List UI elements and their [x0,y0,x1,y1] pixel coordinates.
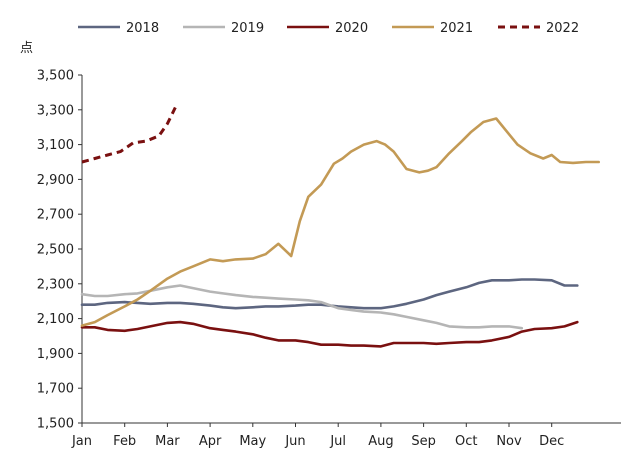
axes: 1,500 1,700 1,900 2,100 2,300 2,500 2,700 2,900… [37,69,621,449]
x-tick-label: Oct [455,434,477,449]
x-tick-label: Aug [368,434,393,449]
legend-label-2022: 2022 [546,21,579,36]
x-tick-label: Feb [113,434,136,449]
legend-label-2020: 2020 [335,21,368,36]
y-tick-label: 2,100 [37,312,74,327]
y-tick-label: 1,900 [37,347,74,362]
legend: 2018 2019 2020 2021 2022 [78,21,579,36]
x-tick-label: Jul [329,434,346,449]
x-tick-label: Jun [284,434,305,449]
y-tick-label: 3,500 [37,69,74,84]
y-axis-unit-label: 点 [20,41,33,56]
y-tick-label: 3,100 [37,138,74,153]
y-tick-label: 3,300 [37,103,74,118]
x-tick-label: Nov [496,434,522,449]
series-line-2022 [81,105,178,164]
y-tick-label: 1,500 [37,417,74,432]
x-tick-label: May [239,434,266,449]
legend-label-2021: 2021 [440,21,473,36]
y-tick-label: 2,900 [37,173,74,188]
y-tick-label: 1,700 [37,382,74,397]
y-tick-label: 2,700 [37,208,74,223]
legend-label-2019: 2019 [231,21,264,36]
x-tick-label: Sep [411,434,436,449]
x-tick-label: Jan [71,434,92,449]
x-tick-label: Apr [199,434,222,449]
y-tick-label: 2,500 [37,243,74,258]
series-group [80,105,601,348]
y-tick-label: 2,300 [37,277,74,292]
legend-label-2018: 2018 [126,21,159,36]
series-line-2021 [80,117,601,327]
x-tick-label: Mar [155,434,180,449]
x-tick-label: Dec [539,434,564,449]
series-line-2020 [80,320,579,348]
